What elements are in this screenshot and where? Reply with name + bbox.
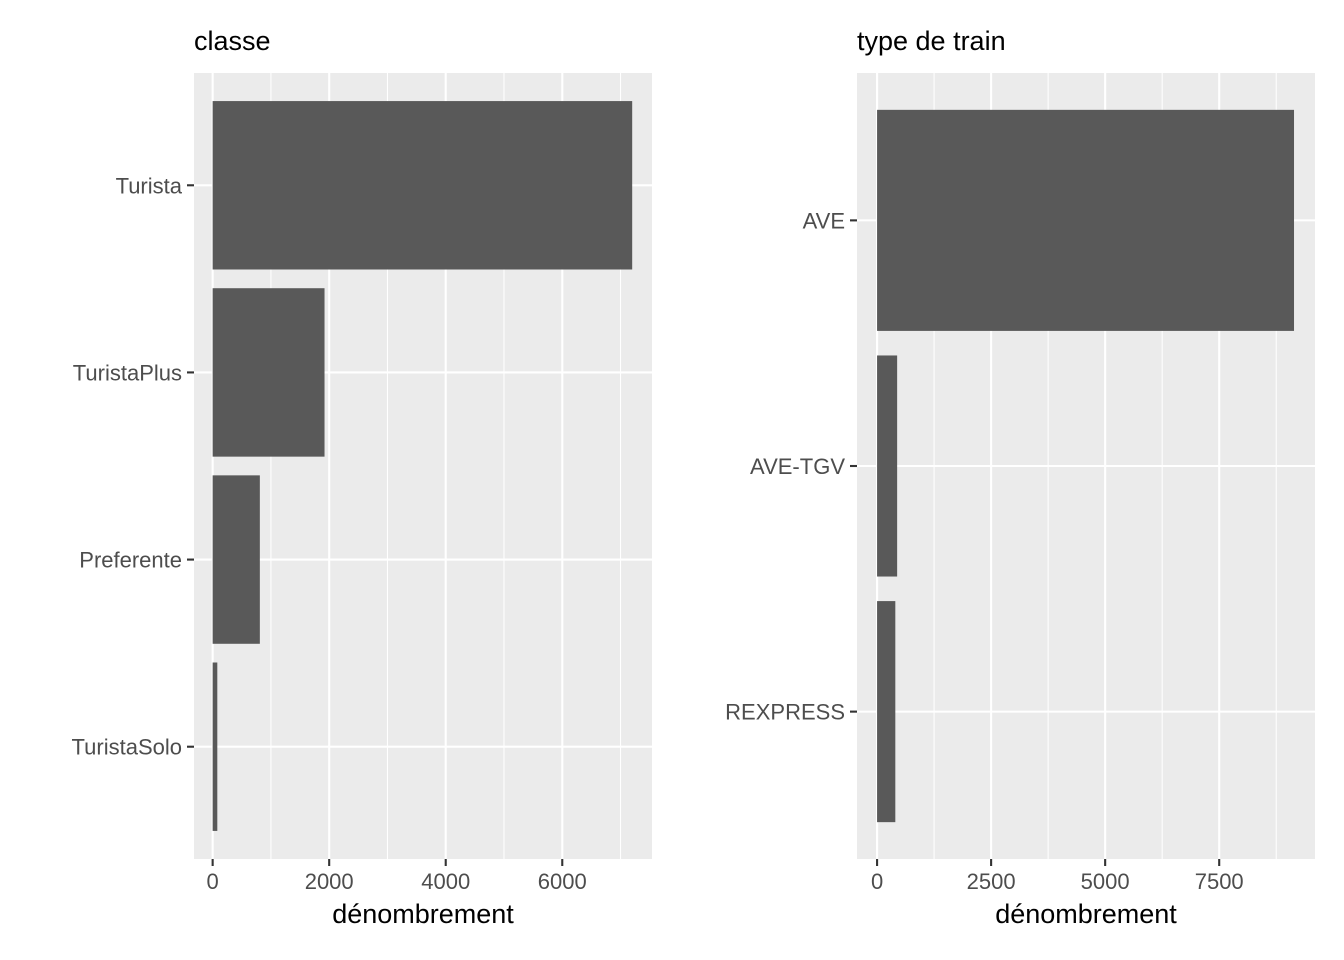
y-axis-type-de-train: AVE AVE-TGV REXPRESS <box>725 208 857 725</box>
y-tick-label-turistaplus: TuristaPlus <box>73 360 182 385</box>
x-tick-label: 2500 <box>967 869 1016 894</box>
bar-rexpress <box>877 601 896 823</box>
x-tick-label: 2000 <box>305 869 354 894</box>
x-axis-title-type-de-train: dénombrement <box>995 899 1177 929</box>
chart-title-type-de-train: type de train <box>857 26 1006 56</box>
x-tick-label: 7500 <box>1195 869 1244 894</box>
bars-classe <box>212 101 633 831</box>
x-tick-label: 0 <box>207 869 219 894</box>
y-tick-label-turistasolo: TuristaSolo <box>72 735 182 760</box>
bar-turistasolo <box>212 662 218 831</box>
bar-turista <box>212 101 633 270</box>
bar-preferente <box>212 475 260 644</box>
y-tick-label-preferente: Preferente <box>79 548 182 573</box>
bars-type-de-train <box>877 109 1295 823</box>
x-tick-label: 6000 <box>538 869 587 894</box>
chart-type-de-train: type de train AVE AVE-TGV REXPRESS 0 2500 50… <box>725 26 1315 929</box>
bar-turistaplus <box>212 288 325 457</box>
x-axis-type-de-train: 0 2500 5000 7500 <box>871 859 1244 894</box>
y-tick-label-turista: Turista <box>116 173 183 198</box>
bar-ave <box>877 109 1295 331</box>
chart-classe: classe TuristaTuristaPlusPreferenteTuris… <box>72 26 652 929</box>
y-tick-label-ave-tgv: AVE-TGV <box>750 454 845 479</box>
x-tick-label: 5000 <box>1081 869 1130 894</box>
x-axis-classe: 0 2000 4000 6000 <box>207 859 587 894</box>
bar-ave-tgv <box>877 355 898 577</box>
y-tick-label-rexpress: REXPRESS <box>725 700 845 725</box>
chart-title-classe: classe <box>194 26 271 56</box>
x-tick-label: 0 <box>871 869 883 894</box>
x-tick-label: 4000 <box>421 869 470 894</box>
y-axis-classe: Turista TuristaPlus Preferente TuristaSolo <box>72 173 194 760</box>
y-tick-label-ave: AVE <box>803 208 845 233</box>
x-axis-title-classe: dénombrement <box>332 899 514 929</box>
